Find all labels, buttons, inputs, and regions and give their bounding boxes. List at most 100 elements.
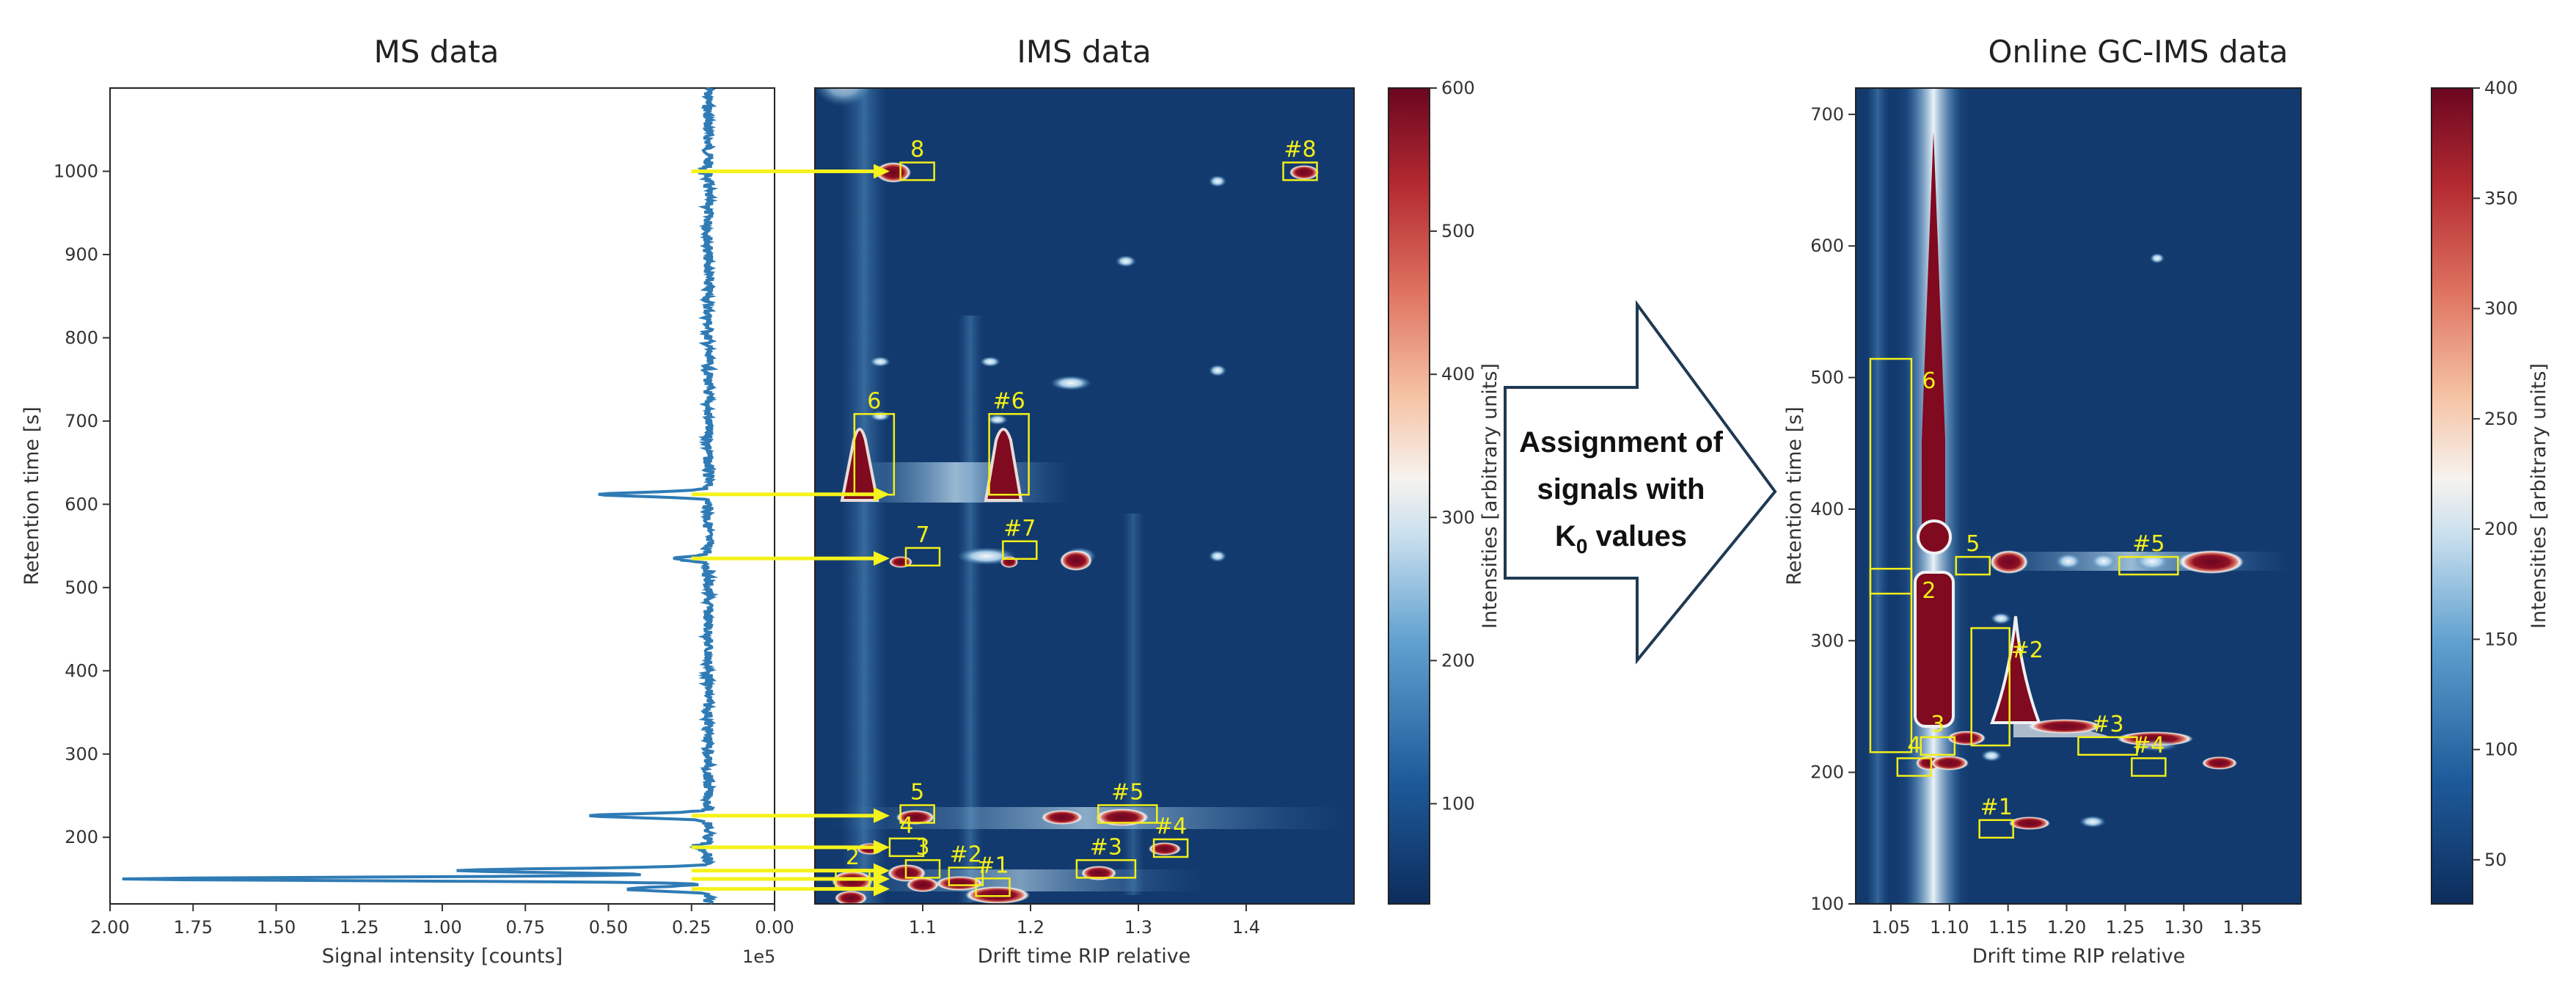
ims-annotation-label: #5	[1111, 779, 1144, 805]
gcims-annotation-box	[1869, 357, 1913, 595]
ims-annotation-label: #8	[1284, 136, 1316, 162]
ims-colorbar-tick-label: 600	[1441, 78, 1475, 98]
ims-colorbar-tick-label: 200	[1441, 650, 1475, 671]
gcims-annotation-box	[2131, 757, 2167, 777]
gcims-colorbar-tick-label: 350	[2484, 188, 2518, 208]
ms-ims-connector-head	[874, 839, 890, 855]
assignment-arrow: Assignment of signals with K0 values	[1504, 299, 1777, 665]
gcims-x-tick-label: 1.30	[2165, 917, 2203, 938]
ims-panel: IMS data	[814, 34, 1501, 968]
assignment-text-line3: K0 values	[1555, 520, 1687, 558]
gcims-annotation-box	[2077, 736, 2138, 756]
ims-annotation-box	[948, 866, 984, 886]
ims-colorbar-tick-label: 500	[1441, 221, 1475, 241]
gcims-x-tick-label: 1.05	[1871, 917, 1910, 938]
ms-y-tick-label: 500	[65, 577, 98, 598]
ims-annotation-label: 2	[846, 844, 860, 870]
gcims-x-tick-label: 1.10	[1930, 917, 1969, 938]
gcims-x-tick-label: 1.25	[2106, 917, 2145, 938]
ms-x-tick-label: 1.50	[257, 917, 296, 938]
gcims-x-label: Drift time RIP relative	[1972, 945, 2186, 968]
ms-y-tick-label: 900	[65, 244, 98, 265]
gcims-annotation-box	[1920, 736, 1956, 756]
ims-annotation-box	[1282, 161, 1318, 181]
gcims-annotation-box	[1896, 757, 1933, 777]
gcims-heatmap-features	[1867, 88, 2288, 904]
ms-y-tick-label: 300	[65, 744, 98, 764]
gcims-y-axis: 100 200 300 400 500 600 700	[1810, 104, 1856, 914]
ms-y-tick-label: 700	[65, 411, 98, 431]
ims-x-label: Drift time RIP relative	[978, 945, 1191, 968]
ims-annotation-label: #4	[1155, 814, 1187, 839]
gcims-annotation-box	[1955, 555, 1991, 576]
gcims-x-axis: 1.05 1.10 1.15 1.20 1.25 1.30 1.35	[1871, 904, 2262, 938]
gcims-title: Online GC-IMS data	[1988, 34, 2288, 70]
ims-x-axis: 1.1 1.2 1.3 1.4	[909, 904, 1260, 938]
ims-annotation-label: 6	[867, 388, 881, 414]
ims-annotation-box	[1002, 540, 1038, 561]
gcims-colorbar-ticks: 50 100 150 200 250 300 350 400	[2473, 78, 2518, 870]
ims-annotation-label: 7	[915, 522, 929, 548]
ms-x-tick-label: 1.75	[174, 917, 213, 938]
ms-x-tick-label: 0.00	[755, 917, 794, 938]
ims-annotation-box	[904, 859, 941, 879]
gcims-y-tick-label: 300	[1810, 630, 1844, 651]
gcims-x-tick-label: 1.20	[2047, 917, 2086, 938]
ms-x-offset-label: 1e5	[742, 946, 775, 967]
gcims-plot-frame	[1855, 87, 2302, 905]
ms-y-tick-label: 400	[65, 660, 98, 681]
ms-y-tick-label: 1000	[54, 161, 98, 181]
ms-x-tick-label: 0.75	[506, 917, 545, 938]
gcims-annotation-label: 6	[1922, 368, 1936, 394]
ims-annotation-label: #3	[1090, 834, 1122, 860]
gcims-y-tick-label: 700	[1810, 104, 1844, 125]
ms-panel: MS data 2.00 1.75 1.50 1.25 1.00 0.75 0.50 0.25…	[21, 34, 794, 968]
gcims-y-tick-label: 600	[1810, 236, 1844, 256]
ims-annotation-box	[899, 161, 935, 181]
gcims-y-label: Retention time [s]	[1783, 406, 1806, 585]
ims-x-tick-label: 1.1	[909, 917, 937, 938]
ms-title: MS data	[374, 34, 500, 70]
gcims-y-tick-label: 100	[1810, 894, 1844, 914]
gcims-annotation-label: #3	[2091, 712, 2123, 737]
assignment-text-line2: signals with	[1537, 473, 1705, 506]
gcims-colorbar-tick-label: 200	[2484, 519, 2518, 539]
ms-x-tick-label: 1.25	[340, 917, 378, 938]
gcims-colorbar-tick-label: 150	[2484, 629, 2518, 649]
ms-x-tick-label: 1.00	[422, 917, 461, 938]
ims-title: IMS data	[1017, 34, 1151, 70]
ims-annotation-box	[975, 877, 1011, 897]
ms-ims-connector-head	[874, 808, 890, 823]
ms-x-axis: 2.00 1.75 1.50 1.25 1.00 0.75 0.50 0.25 0.00	[90, 904, 794, 938]
ims-annotation-box	[1152, 838, 1189, 858]
ims-colorbar-label: Intensities [arbitrary units]	[1479, 363, 1501, 629]
gcims-colorbar-label: Intensities [arbitrary units]	[2528, 363, 2550, 629]
ms-y-label: Retention time [s]	[21, 406, 43, 585]
gcims-colorbar-tick-label: 400	[2484, 78, 2518, 98]
gcims-annotation-box	[2118, 555, 2179, 576]
gcims-colorbar	[2431, 87, 2473, 905]
ims-x-tick-label: 1.3	[1124, 917, 1152, 938]
ms-x-label: Signal intensity [counts]	[322, 945, 563, 968]
ims-annotation-label: 8	[910, 136, 924, 162]
gcims-panel: Online GC-IMS data	[1783, 34, 2550, 968]
ims-annotation-box	[988, 413, 1030, 496]
k-subscript: 0	[1576, 535, 1588, 558]
gcims-annotation-label: 2	[1922, 578, 1936, 604]
gcims-annotation-label: 4	[1907, 732, 1921, 758]
gcims-annotation-box	[1869, 567, 1913, 753]
gcims-colorbar-tick-label: 100	[2484, 740, 2518, 760]
ims-annotation-box	[1075, 859, 1137, 879]
gcims-annotation-label: #4	[2132, 732, 2165, 758]
ims-colorbar	[1388, 87, 1430, 905]
ms-plot-frame	[109, 87, 775, 905]
gcims-x-tick-label: 1.35	[2222, 917, 2261, 938]
ims-x-tick-label: 1.2	[1017, 917, 1044, 938]
ims-colorbar-ticks: 100 200 300 400 500 600	[1430, 78, 1475, 814]
gcims-annotation-label: #2	[2011, 638, 2043, 663]
gcims-annotation-label: 3	[1931, 712, 1944, 737]
gcims-x-tick-label: 1.15	[1988, 917, 2027, 938]
ms-to-ims-arrows	[691, 164, 890, 897]
ims-colorbar-tick-label: 100	[1441, 793, 1475, 814]
ms-chromatogram-line	[122, 87, 719, 905]
